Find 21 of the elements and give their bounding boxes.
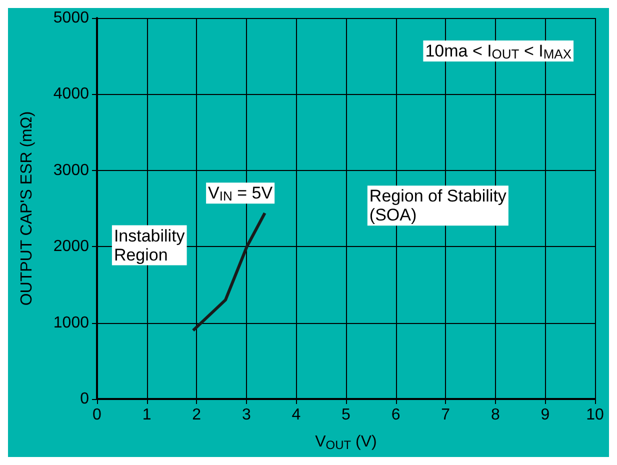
y-tick-label: 0 bbox=[80, 390, 90, 408]
x-tick-label: 3 bbox=[242, 406, 251, 424]
x-tick-label: 9 bbox=[540, 406, 550, 424]
x-tick-label: 6 bbox=[391, 406, 400, 424]
x-tick-label: 0 bbox=[92, 406, 102, 424]
x-tick-label: 5 bbox=[342, 406, 351, 424]
x-tick-label: 7 bbox=[441, 406, 450, 424]
y-axis-title: OUTPUT CAP'S ESR (mΩ) bbox=[18, 111, 36, 306]
y-tick-label: 4000 bbox=[53, 86, 90, 103]
y-tick-label: 3000 bbox=[53, 162, 90, 179]
line-series bbox=[192, 212, 266, 332]
x-tick-label: 8 bbox=[490, 406, 500, 424]
y-tick-label: 1000 bbox=[53, 314, 90, 332]
x-tick-label: 10 bbox=[586, 406, 604, 424]
annotation: Instability Region bbox=[114, 226, 186, 264]
x-tick-label: 1 bbox=[142, 406, 152, 424]
y-tick-label: 2000 bbox=[53, 238, 90, 256]
x-tick-label: 4 bbox=[292, 406, 301, 424]
x-tick-label: 2 bbox=[192, 406, 202, 424]
y-tick-label: 5000 bbox=[53, 10, 90, 26]
annotation: Region of Stability (SOA) bbox=[369, 186, 507, 225]
